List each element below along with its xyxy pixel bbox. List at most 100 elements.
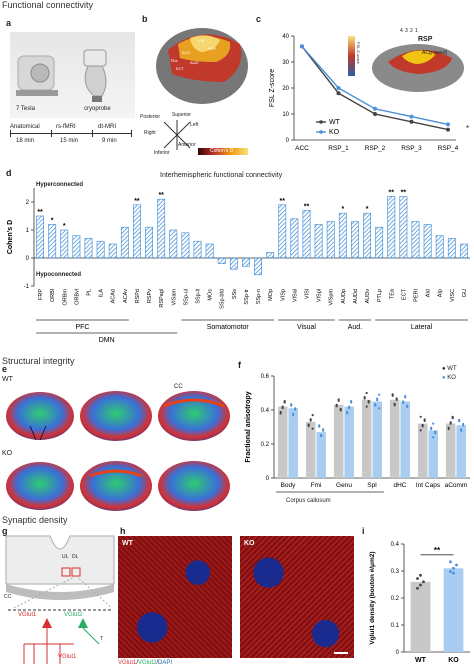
data-point-ko <box>409 114 414 119</box>
y-tick-label: 0.4 <box>391 542 400 548</box>
data-dot <box>416 577 419 580</box>
data-dot <box>393 402 396 405</box>
x-tick-label: PERI <box>414 289 420 302</box>
significance-marker: * <box>51 217 54 224</box>
legend-marker <box>319 120 323 124</box>
bar-wt <box>305 421 316 478</box>
y-tick-label: 40 <box>282 34 289 40</box>
data-point-ko <box>446 122 450 127</box>
data-dot <box>339 407 342 411</box>
group-label: Lateral <box>411 324 433 331</box>
panel-a: a 7 Tesla cryoprobe Anatomical rs-fMRI d… <box>6 18 136 163</box>
inset-scale <box>348 36 355 76</box>
panel-letter: d <box>6 168 12 178</box>
inset-number: 3 <box>405 28 408 34</box>
bar-ssp-ul <box>181 232 190 259</box>
x-tick-label: VISpm <box>329 289 335 306</box>
x-tick-label: Fmi <box>311 482 322 489</box>
timeline-tick <box>10 130 11 137</box>
duration-dt-mri: 9 min <box>102 138 117 144</box>
data-dot <box>378 393 381 396</box>
bar-ko <box>443 568 464 652</box>
bar-aip <box>435 235 444 259</box>
orient-left: Left <box>190 122 199 128</box>
data-dot <box>320 433 323 436</box>
bar-ko <box>344 406 354 478</box>
group-label-dmn: DMN <box>99 337 115 344</box>
data-dot <box>430 426 433 429</box>
data-dot <box>406 404 409 407</box>
data-dot <box>449 421 452 424</box>
region-label: ECT <box>176 66 184 71</box>
panel-c: c 0 10 20 30 40 ACC RSP_1 RSP_2 RSP_3 RSP_4 FSL Z-… <box>256 14 472 166</box>
x-tick-label: ECT <box>401 288 407 300</box>
y-tick-label: 20 <box>282 86 289 92</box>
y-tick-label: 0.3 <box>391 569 400 575</box>
bar-mos <box>205 243 214 259</box>
group-label-cc: Corpus callosum <box>286 498 331 504</box>
bar-ssp-ll <box>193 240 202 259</box>
orient-anterior: Anterior <box>178 142 196 148</box>
bar-visc <box>447 238 456 259</box>
step-rs-fmri: rs-fMRI <box>56 124 76 130</box>
caption-vglut1: VGlut1 <box>118 660 137 666</box>
data-dot <box>350 400 353 403</box>
data-dot <box>419 573 422 577</box>
inset-label-seed: ACg (seed) <box>422 50 448 56</box>
caption-sep: / <box>156 660 159 666</box>
line-chart-fsl: 0 10 20 30 40 ACC RSP_1 RSP_2 RSP_3 RSP_4 FSL Z-sc… <box>269 34 459 152</box>
x-tick-label: RSP_2 <box>365 145 386 152</box>
x-tick-label: GU <box>462 289 468 297</box>
data-dot <box>422 580 425 584</box>
y-tick-label: 0.6 <box>261 374 270 380</box>
data-dot <box>395 397 398 400</box>
x-tick-label: AUDp <box>341 289 347 304</box>
panel-letter: i <box>362 526 365 536</box>
micrograph-wt <box>118 536 232 658</box>
bar-audp <box>338 212 347 259</box>
x-tick-label: VISp <box>280 289 286 301</box>
data-point-wt <box>409 119 414 124</box>
x-tick-label: RSP_3 <box>401 145 422 152</box>
label-cc: CC <box>4 594 12 600</box>
bar-vispl <box>314 224 323 259</box>
y-tick-label: 0.1 <box>391 623 400 629</box>
y-tick-label: 2 <box>26 200 30 206</box>
dti-maps <box>6 391 230 511</box>
data-dot <box>462 422 465 426</box>
x-tick-label: TEa <box>389 288 395 299</box>
x-tick-label: SSp-n <box>256 289 262 304</box>
data-dot <box>449 560 452 564</box>
data-point-wt <box>336 91 341 96</box>
x-tick-label: VISal <box>292 289 298 302</box>
panel-d: d Interhemispheric functional connectivi… <box>0 168 474 352</box>
label-dl: DL <box>72 554 79 560</box>
x-tick-label: aComm <box>445 482 468 489</box>
panel-letter: c <box>256 14 262 24</box>
data-dot <box>391 393 394 396</box>
region-label: RSP <box>208 46 217 51</box>
data-dot <box>348 405 351 408</box>
bar-ila <box>96 240 105 259</box>
data-dot <box>460 428 463 431</box>
x-tick-label: RSP_1 <box>328 145 349 152</box>
data-dot <box>281 405 284 408</box>
data-dot <box>452 571 455 575</box>
bar-ect <box>399 196 408 259</box>
y-tick-label: 0.2 <box>261 442 270 448</box>
legend-ko-label: KO <box>447 375 456 381</box>
row-label-wt: WT <box>2 376 13 383</box>
x-tick-label: RSP_4 <box>438 145 459 152</box>
region-label: AUD <box>190 60 199 65</box>
scanner-illustration <box>16 49 107 102</box>
caption-sep: / <box>136 660 139 666</box>
legend-ko: ● KO <box>442 375 456 381</box>
section-structural-integrity: Structural integrity <box>2 356 75 366</box>
label-cc: CC <box>174 384 183 390</box>
duration-rs-fmri: 15 min <box>60 138 79 144</box>
x-tick-label: KO <box>448 657 459 664</box>
bar-ko <box>400 401 410 478</box>
group-label: Aud. <box>348 324 362 331</box>
data-dot <box>309 418 312 421</box>
bar-chart-vglut1: 0 0.1 0.2 0.3 0.4 Vglut1 density (bouton #/μm… <box>369 542 470 664</box>
